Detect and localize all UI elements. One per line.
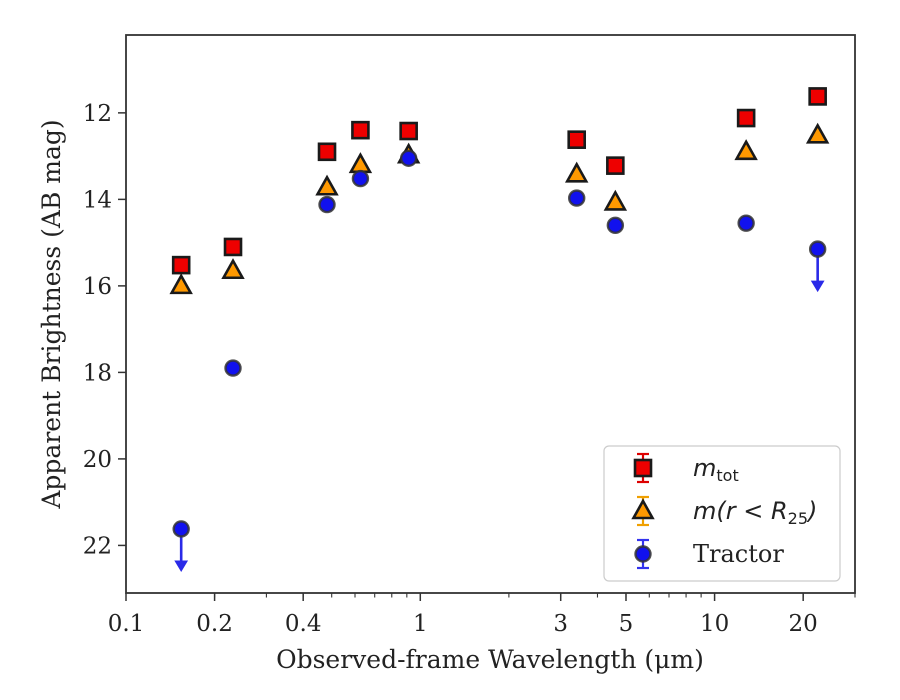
data-point <box>351 169 370 188</box>
data-point <box>221 258 245 280</box>
data-point <box>737 214 755 232</box>
data-point <box>399 149 418 167</box>
x-tick-label: 1 <box>413 611 428 637</box>
data-point <box>171 255 191 275</box>
legend-label: mtot <box>693 454 739 485</box>
data-point <box>318 195 336 214</box>
data-point <box>734 139 758 161</box>
data-point <box>808 87 827 106</box>
x-tick-label: 10 <box>700 611 729 637</box>
data-point <box>223 237 243 257</box>
data-point <box>564 161 589 183</box>
data-point <box>567 130 587 149</box>
legend-marker <box>631 498 655 520</box>
legend: mtot m(r < R25) Tractor <box>603 445 841 582</box>
x-tick-label: 0.2 <box>196 611 233 637</box>
x-axis-label: Observed-frame Wavelength (μm) <box>276 645 704 674</box>
x-tick-label: 0.4 <box>285 611 322 637</box>
y-tick-label: 14 <box>83 187 112 213</box>
data-point <box>808 240 827 258</box>
data-point <box>606 216 625 235</box>
y-tick-label: 18 <box>83 360 112 386</box>
legend-frame <box>603 445 841 582</box>
data-point <box>315 174 339 196</box>
legend-marker <box>634 545 652 563</box>
y-tick-label: 12 <box>83 101 112 127</box>
y-tick-label: 16 <box>83 274 112 300</box>
data-point <box>399 121 418 141</box>
data-point <box>351 120 370 140</box>
series-0 <box>171 87 827 275</box>
upper-limit-arrow-head <box>174 560 189 572</box>
data-point <box>736 108 756 128</box>
x-tick-label: 3 <box>553 611 568 637</box>
data-point <box>224 359 242 377</box>
y-axis-label: Apparent Brightness (AB mag) <box>37 119 66 509</box>
upper-limit-arrow-head <box>810 280 825 293</box>
data-point <box>172 520 190 538</box>
data-point <box>606 156 625 175</box>
x-tick-label: 20 <box>789 611 818 637</box>
x-tick-label: 5 <box>619 611 634 637</box>
legend-label: Tractor <box>693 540 784 568</box>
legend-marker <box>633 458 653 478</box>
legend-label: m(r < R25) <box>693 497 817 528</box>
data-point <box>568 189 586 207</box>
data-marks <box>169 87 830 572</box>
series-2 <box>172 149 827 572</box>
axis-ticks: 0.1 0.2 0.4 1 3 5 10 20 12 14 16 18 20 22 <box>83 101 856 637</box>
y-tick-label: 20 <box>83 447 112 473</box>
x-tick-label: 0.1 <box>108 611 145 637</box>
data-point <box>317 142 337 162</box>
data-point <box>805 122 830 144</box>
y-tick-label: 22 <box>83 533 112 559</box>
data-point <box>603 189 628 211</box>
data-point <box>169 273 193 295</box>
